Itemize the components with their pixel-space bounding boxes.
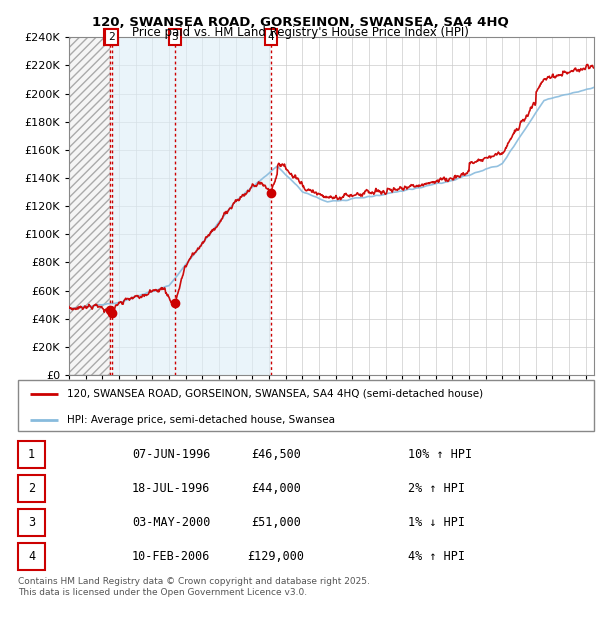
- Bar: [112, 37, 271, 375]
- Text: 10% ↑ HPI: 10% ↑ HPI: [408, 448, 472, 461]
- Text: 07-JUN-1996: 07-JUN-1996: [132, 448, 211, 461]
- Text: HPI: Average price, semi-detached house, Swansea: HPI: Average price, semi-detached house,…: [67, 415, 335, 425]
- Text: £129,000: £129,000: [248, 550, 305, 563]
- Text: 120, SWANSEA ROAD, GORSEINON, SWANSEA, SA4 4HQ: 120, SWANSEA ROAD, GORSEINON, SWANSEA, S…: [92, 16, 508, 29]
- Text: 1% ↓ HPI: 1% ↓ HPI: [408, 516, 465, 529]
- Text: 10-FEB-2006: 10-FEB-2006: [132, 550, 211, 563]
- Text: £44,000: £44,000: [251, 482, 301, 495]
- Text: 120, SWANSEA ROAD, GORSEINON, SWANSEA, SA4 4HQ (semi-detached house): 120, SWANSEA ROAD, GORSEINON, SWANSEA, S…: [67, 389, 483, 399]
- Text: 4: 4: [28, 550, 35, 563]
- Text: 4: 4: [268, 32, 274, 42]
- Text: Price paid vs. HM Land Registry's House Price Index (HPI): Price paid vs. HM Land Registry's House …: [131, 26, 469, 39]
- Text: Contains HM Land Registry data © Crown copyright and database right 2025.
This d: Contains HM Land Registry data © Crown c…: [18, 577, 370, 598]
- Text: 4% ↑ HPI: 4% ↑ HPI: [408, 550, 465, 563]
- Text: 2% ↑ HPI: 2% ↑ HPI: [408, 482, 465, 495]
- FancyBboxPatch shape: [18, 380, 594, 431]
- Text: 3: 3: [28, 516, 35, 529]
- Bar: [69, 37, 110, 375]
- Text: 1: 1: [106, 32, 113, 42]
- Text: 18-JUL-1996: 18-JUL-1996: [132, 482, 211, 495]
- Text: 2: 2: [108, 32, 115, 42]
- Text: 03-MAY-2000: 03-MAY-2000: [132, 516, 211, 529]
- Text: £51,000: £51,000: [251, 516, 301, 529]
- Text: £46,500: £46,500: [251, 448, 301, 461]
- Text: 3: 3: [171, 32, 178, 42]
- Text: 2: 2: [28, 482, 35, 495]
- Text: 1: 1: [28, 448, 35, 461]
